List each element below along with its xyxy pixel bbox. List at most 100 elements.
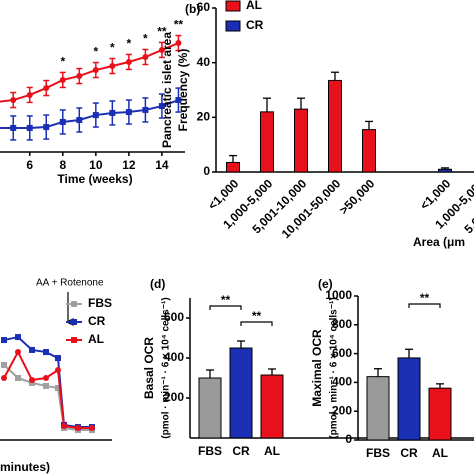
marker (26, 124, 33, 131)
marker (175, 40, 182, 47)
marker (29, 346, 35, 353)
x-tick-label: 12 (122, 158, 136, 172)
y-tick-label: 400 (164, 350, 184, 364)
panel-label: (d) (150, 277, 165, 291)
bar (328, 79, 342, 173)
x-tick-label: AL (264, 444, 280, 458)
annotation: * (127, 37, 132, 51)
y-axis-label: Maximal OCR (310, 329, 324, 407)
marker (158, 46, 165, 53)
y-tick-label: 40 (197, 55, 211, 69)
y-tick-label: 800 (332, 317, 352, 331)
marker (175, 97, 182, 104)
marker (15, 349, 21, 356)
y-tick-label: 200 (164, 390, 184, 404)
panel-label: (e) (318, 277, 333, 291)
marker (10, 124, 17, 131)
bar (428, 387, 452, 441)
bracket (209, 305, 242, 310)
legend-swatch (225, 0, 241, 12)
bar (260, 111, 274, 173)
legend-label: CR (246, 18, 264, 32)
annotation: * (60, 55, 65, 69)
line (0, 99, 179, 129)
marker (92, 112, 99, 119)
annotation: ** (174, 18, 184, 32)
y-tick-label: 400 (332, 375, 352, 389)
x-tick-label: FBS (198, 444, 222, 458)
marker (125, 58, 132, 65)
marker (109, 63, 116, 69)
y-axis-label: (pmol · min⁻¹ · 6 × 10⁴ cells⁻¹) (161, 297, 172, 438)
y-tick-label: 20 (197, 110, 211, 124)
legend-swatch (225, 20, 241, 32)
x-tick-label: CR (400, 446, 418, 460)
y-axis-label: Frequency (%) (176, 49, 190, 132)
bar (198, 377, 222, 439)
line (0, 42, 179, 103)
marker (92, 67, 99, 74)
y-tick-label: 200 (332, 403, 352, 417)
y-tick-label: 600 (332, 346, 352, 360)
x-tick-label: >50,000 (337, 176, 378, 217)
marker (1, 337, 7, 344)
x-tick-label: CR (232, 444, 250, 458)
panel-label: (b) (185, 2, 200, 16)
marker (89, 424, 95, 431)
marker (142, 54, 149, 60)
annotation: * (93, 45, 98, 59)
marker (15, 375, 21, 381)
legend-marker (71, 301, 77, 307)
annotation: ** (157, 25, 167, 39)
y-axis-label: (pmol · min⁻¹ · 6 × 10⁴ cells⁻¹) (329, 297, 340, 438)
marker (43, 85, 50, 92)
significance: ** (420, 291, 430, 305)
marker (76, 73, 83, 80)
bar (229, 347, 253, 439)
marker (75, 424, 81, 431)
bar (260, 374, 284, 439)
significance: ** (252, 309, 262, 323)
bar (226, 161, 240, 173)
y-tick-label: 0 (345, 432, 352, 446)
x-axis-label: minutes) (0, 460, 50, 474)
bar (294, 108, 308, 173)
y-tick-label: 1000 (325, 288, 352, 302)
y-axis-label: Pancreatic islet area (160, 32, 174, 148)
bracket (408, 303, 441, 308)
marker (1, 361, 7, 368)
y-tick-label: 60 (197, 0, 211, 14)
x-axis-label: Area (μm (413, 235, 465, 249)
bar (366, 376, 390, 441)
marker (142, 106, 149, 113)
legend-label: CR (88, 314, 106, 328)
marker (15, 334, 21, 341)
marker (59, 76, 66, 83)
bracket (240, 321, 273, 326)
x-tick-label: 14 (155, 158, 169, 172)
marker (55, 385, 61, 392)
annotation: * (110, 41, 115, 55)
y-tick-label: 0 (203, 164, 210, 178)
marker (10, 97, 17, 104)
legend-marker (71, 319, 77, 325)
marker (55, 367, 61, 374)
x-tick-label: 8 (59, 158, 66, 172)
marker (29, 376, 35, 383)
bar (438, 168, 452, 173)
significance: ** (221, 293, 231, 307)
x-tick-label: FBS (366, 446, 390, 460)
bar (397, 357, 421, 441)
legend-label: AL (88, 332, 104, 346)
marker (125, 109, 132, 116)
marker (158, 103, 165, 110)
marker (109, 109, 116, 116)
marker (43, 382, 49, 389)
x-axis-label: Time (weeks) (57, 172, 132, 186)
legend-label: FBS (88, 296, 112, 310)
legend-marker (71, 337, 77, 343)
y-tick-label: 600 (164, 310, 184, 324)
marker (43, 349, 49, 356)
x-tick-label: 10 (89, 158, 103, 172)
